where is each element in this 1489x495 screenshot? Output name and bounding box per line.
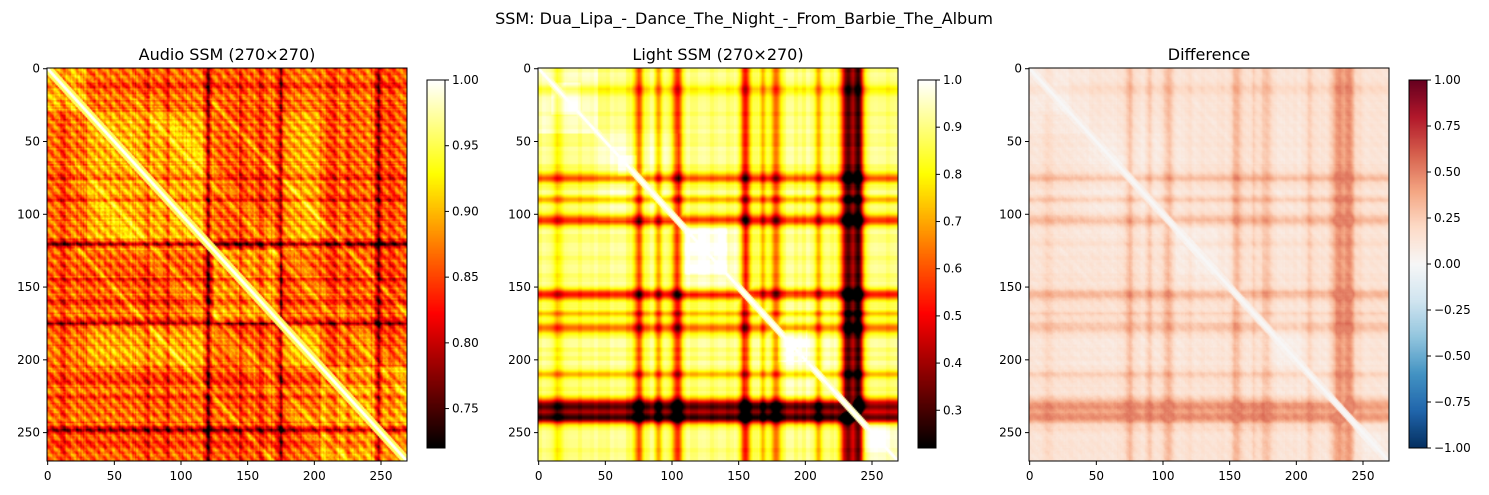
colorbar-tick-label: 0.6 <box>943 262 962 276</box>
y-tick-label: 0 <box>32 62 40 76</box>
colorbar-tick-label: 0.9 <box>943 120 962 134</box>
colorbar-tick-label: 0.5 <box>943 309 962 323</box>
panel-3: Difference 0 50 100 150 200 250 0 50 100 150 200 250… <box>999 45 1471 483</box>
colorbar-tick-label: 0.50 <box>1434 165 1461 179</box>
y-tick-label: 50 <box>1007 135 1022 149</box>
y-tick-label: 250 <box>17 426 40 440</box>
panels: Audio SSM (270×270) 0 50 100 150 200 250 0 50 100… <box>17 45 1471 483</box>
axes-frame <box>46 67 408 462</box>
panel-1: Audio SSM (270×270) 0 50 100 150 200 250 0 50 100… <box>17 45 479 483</box>
y-tick-label: 100 <box>999 207 1022 221</box>
x-tick-label: 150 <box>236 469 259 483</box>
x-tick-label: 0 <box>535 469 543 483</box>
y-tick-label: 150 <box>17 280 40 294</box>
colorbar <box>427 80 445 448</box>
x-tick-label: 50 <box>107 469 122 483</box>
colorbar-tick-label: −0.25 <box>1434 303 1471 317</box>
y-tick-label: 0 <box>523 62 531 76</box>
x-tick-label: 100 <box>661 469 684 483</box>
colorbar <box>1409 80 1427 448</box>
colorbar-tick-label: −0.50 <box>1434 349 1471 363</box>
panel-title: Light SSM (270×270) <box>632 45 803 64</box>
colorbar-tick-label: 0.80 <box>452 336 479 350</box>
panel-title: Difference <box>1168 45 1250 64</box>
heatmap-image <box>47 68 407 461</box>
y-tick-label: 150 <box>999 280 1022 294</box>
x-tick-label: 250 <box>1352 469 1375 483</box>
colorbar-tick-label: 0.3 <box>943 403 962 417</box>
x-tick-label: 100 <box>170 469 193 483</box>
x-tick-label: 200 <box>303 469 326 483</box>
x-tick-label: 200 <box>1285 469 1308 483</box>
colorbar-tick-label: 0.75 <box>1434 119 1461 133</box>
colorbar-tick-label: 0.75 <box>452 402 479 416</box>
colorbar-frame <box>426 79 446 449</box>
y-tick-label: 200 <box>17 353 40 367</box>
figure-title: SSM: Dua_Lipa_-_Dance_The_Night_-_From_B… <box>495 9 993 29</box>
axes-frame <box>537 67 899 462</box>
y-tick-label: 100 <box>508 207 531 221</box>
y-tick-label: 250 <box>508 426 531 440</box>
y-tick-label: 200 <box>999 353 1022 367</box>
x-tick-label: 150 <box>727 469 750 483</box>
x-tick-label: 50 <box>598 469 613 483</box>
x-tick-label: 50 <box>1089 469 1104 483</box>
x-tick-label: 150 <box>1218 469 1241 483</box>
y-tick-label: 250 <box>999 426 1022 440</box>
panel-title: Audio SSM (270×270) <box>139 45 316 64</box>
heatmap-image <box>538 68 898 461</box>
y-tick-label: 150 <box>508 280 531 294</box>
colorbar-tick-label: 0.8 <box>943 167 962 181</box>
colorbar-tick-label: 1.00 <box>452 73 479 87</box>
colorbar-tick-label: 1.00 <box>1434 73 1461 87</box>
heatmap-image <box>1029 68 1389 461</box>
colorbar <box>918 80 936 448</box>
y-tick-label: 100 <box>17 207 40 221</box>
y-tick-label: 0 <box>1014 62 1022 76</box>
colorbar-tick-label: −1.00 <box>1434 441 1471 455</box>
colorbar-tick-label: 0.90 <box>452 204 479 218</box>
colorbar-tick-label: 0.7 <box>943 215 962 229</box>
x-tick-label: 250 <box>861 469 884 483</box>
x-tick-label: 0 <box>1026 469 1034 483</box>
x-tick-label: 200 <box>794 469 817 483</box>
x-tick-label: 100 <box>1152 469 1175 483</box>
colorbar-tick-label: 1.0 <box>943 73 962 87</box>
colorbar-frame <box>917 79 937 449</box>
x-tick-label: 0 <box>44 469 52 483</box>
y-tick-label: 200 <box>508 353 531 367</box>
colorbar-tick-label: −0.75 <box>1434 395 1471 409</box>
colorbar-tick-label: 0.00 <box>1434 257 1461 271</box>
y-tick-label: 50 <box>516 135 531 149</box>
colorbar-tick-label: 0.25 <box>1434 211 1461 225</box>
colorbar-tick-label: 0.85 <box>452 270 479 284</box>
y-tick-label: 50 <box>25 135 40 149</box>
panel-2: Light SSM (270×270) 0 50 100 150 200 250 0 50 100… <box>508 45 962 483</box>
colorbar-tick-label: 0.4 <box>943 356 962 370</box>
x-tick-label: 250 <box>370 469 393 483</box>
axes-frame <box>1028 67 1390 462</box>
colorbar-tick-label: 0.95 <box>452 139 479 153</box>
